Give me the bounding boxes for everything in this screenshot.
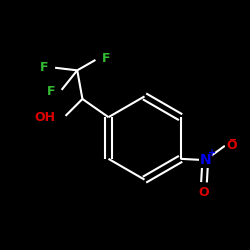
Text: +: + [208, 148, 216, 158]
Text: O: O [199, 186, 209, 199]
Text: F: F [40, 61, 48, 74]
Text: F: F [46, 85, 55, 98]
Text: F: F [102, 52, 110, 65]
Text: N: N [200, 153, 211, 167]
Text: OH: OH [34, 111, 55, 124]
Text: O: O [226, 138, 237, 151]
Text: −: − [229, 135, 237, 145]
